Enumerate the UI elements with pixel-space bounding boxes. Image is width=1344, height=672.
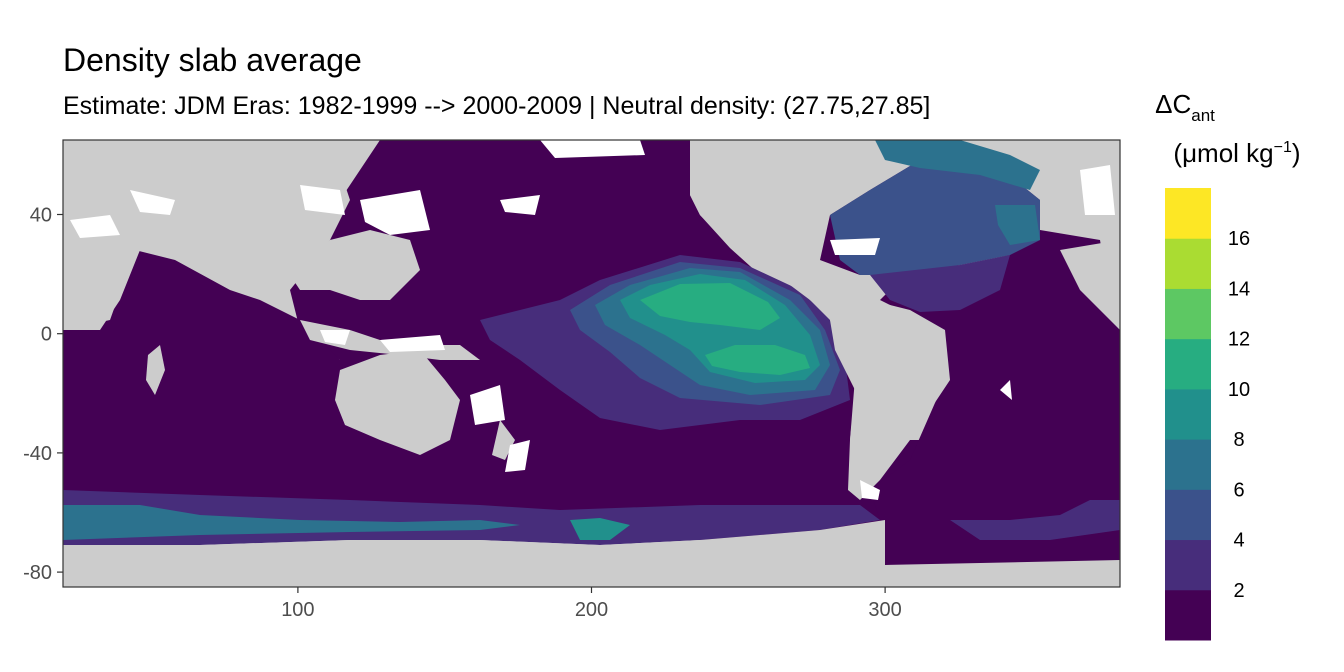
legend-swatch bbox=[1165, 338, 1211, 390]
legend-swatch bbox=[1165, 188, 1211, 239]
legend-tick-label: 6 bbox=[1233, 479, 1244, 501]
y-tick-label: 40 bbox=[30, 205, 52, 227]
legend: ΔCant (μmol kg−1) 2 4 6 8 10 12 14 16 bbox=[1155, 89, 1301, 641]
legend-tick-label: 16 bbox=[1228, 228, 1250, 250]
legend-tick-labels: 2 4 6 8 10 12 14 16 bbox=[1228, 228, 1250, 602]
no-data-patches bbox=[70, 140, 1115, 500]
legend-swatch bbox=[1165, 539, 1211, 591]
legend-units-open: (μmol kg bbox=[1173, 138, 1273, 168]
legend-swatch bbox=[1165, 388, 1211, 440]
pacific-plume bbox=[480, 255, 850, 430]
chart-subtitle: Estimate: JDM Eras: 1982-1999 --> 2000-2… bbox=[63, 92, 931, 120]
x-tick-label: 100 bbox=[281, 599, 314, 621]
legend-title-main: ΔC bbox=[1155, 89, 1191, 119]
legend-tick-label: 12 bbox=[1228, 329, 1250, 351]
y-tick-label: -40 bbox=[23, 443, 52, 465]
legend-tick-label: 2 bbox=[1233, 580, 1244, 602]
map-panel bbox=[63, 140, 1120, 587]
legend-swatch bbox=[1165, 288, 1211, 340]
legend-title: ΔCant bbox=[1155, 89, 1215, 125]
southern-ocean-band bbox=[63, 490, 1120, 545]
y-tick-label: -80 bbox=[23, 562, 52, 584]
legend-tick-label: 10 bbox=[1228, 379, 1250, 401]
x-tick-label: 300 bbox=[868, 599, 901, 621]
y-axis: 40 0 -40 -80 bbox=[23, 205, 63, 584]
legend-title-sub: ant bbox=[1191, 106, 1215, 125]
x-tick-label: 200 bbox=[575, 599, 608, 621]
legend-units-exp: −1 bbox=[1274, 139, 1292, 156]
legend-swatch bbox=[1165, 439, 1211, 490]
legend-units-close: ) bbox=[1292, 138, 1301, 168]
y-tick-label: 0 bbox=[41, 324, 52, 346]
x-axis: 100 200 300 bbox=[281, 587, 902, 621]
legend-tick-label: 8 bbox=[1233, 429, 1244, 451]
legend-tick-label: 4 bbox=[1233, 530, 1244, 552]
chart-title: Density slab average bbox=[63, 42, 362, 78]
legend-units: (μmol kg−1) bbox=[1173, 138, 1300, 168]
north-atlantic bbox=[830, 140, 1040, 312]
legend-swatch bbox=[1165, 589, 1211, 641]
legend-colorbar bbox=[1165, 188, 1211, 641]
legend-tick-label: 14 bbox=[1228, 278, 1250, 300]
legend-swatch bbox=[1165, 489, 1211, 541]
legend-swatch bbox=[1165, 238, 1211, 289]
land bbox=[63, 140, 1120, 587]
